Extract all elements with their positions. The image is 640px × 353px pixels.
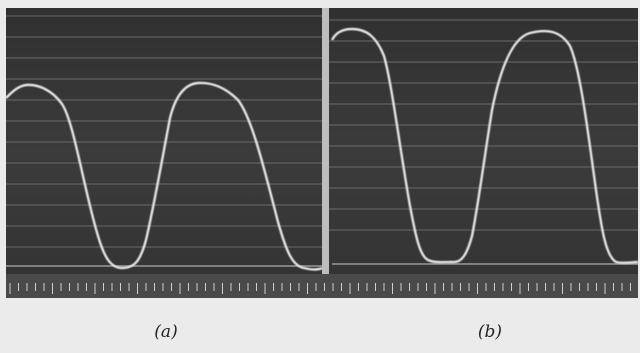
panel-a-caption: (a): [154, 322, 178, 342]
panel-divider: [322, 8, 329, 276]
panel-a-grid: [6, 15, 322, 248]
timing-ruler: [6, 274, 638, 298]
panel-b-trace: [330, 27, 639, 265]
panel-a-trace: [5, 81, 323, 271]
timing-ticks: [9, 283, 631, 294]
panel-b-caption: (b): [477, 322, 503, 342]
panel-b-grid: [329, 19, 638, 231]
